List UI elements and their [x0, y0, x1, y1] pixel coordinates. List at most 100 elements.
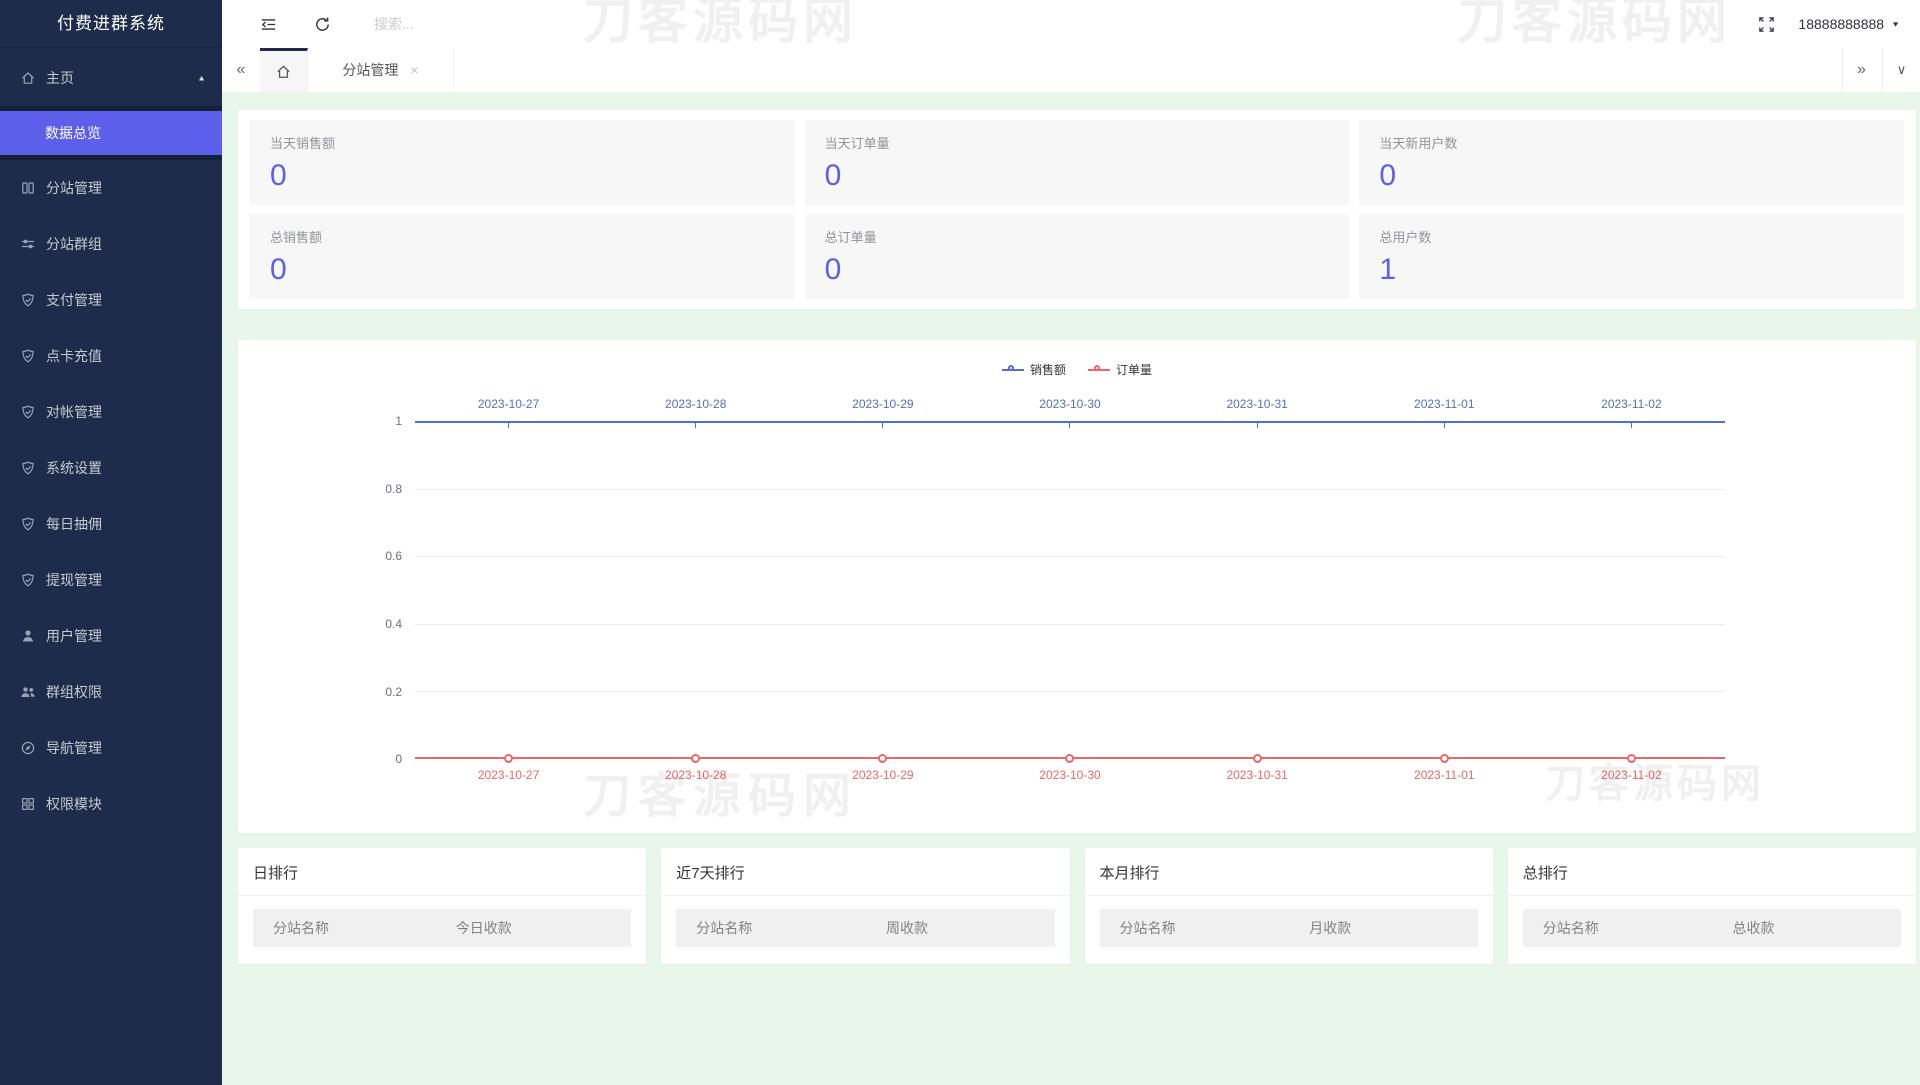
x-tick-label: 2023-10-27 — [477, 768, 540, 782]
stat-label: 总用户数 — [1379, 230, 1432, 245]
top-axis-ticks — [415, 423, 1725, 428]
y-axis-tick: 1 — [395, 414, 402, 428]
x-tick-label: 2023-10-28 — [665, 768, 727, 782]
shield-check-icon — [20, 292, 36, 308]
user-menu[interactable]: 18888888888 ▼ — [1798, 0, 1900, 48]
sales-series-axis-line — [415, 421, 1725, 423]
sidebar-item-label: 系统设置 — [46, 460, 102, 476]
stat-card-today-orders: 当天订单量 0 — [804, 120, 1350, 205]
stat-card-total-orders: 总订单量 0 — [804, 214, 1350, 299]
stat-label: 总销售额 — [270, 230, 323, 245]
y-axis-tick: 0.2 — [385, 685, 402, 699]
sidebar-item-label: 每日抽佣 — [46, 516, 102, 532]
sidebar-item-data-overview[interactable]: 数据总览 — [0, 111, 222, 155]
tabs-scroll-right-button[interactable]: » — [1842, 48, 1880, 92]
stat-label: 当天订单量 — [824, 136, 890, 151]
stat-value: 1 — [1379, 253, 1397, 286]
legend-item-orders[interactable]: 订单量 — [1088, 361, 1152, 378]
sidebar-item-substation-groups[interactable]: 分站群组 — [0, 216, 222, 272]
column-header: 分站名称 — [1119, 920, 1176, 936]
sidebar-item-reconciliation[interactable]: 对帐管理 — [0, 384, 222, 440]
sidebar-item-card-recharge[interactable]: 点卡充值 — [0, 328, 222, 384]
sales-orders-chart: 销售额 订单量 1 0.8 0.6 0.4 0.2 0 2023-10-27 2… — [238, 340, 1916, 833]
users-icon — [20, 684, 36, 700]
username: 18888888888 — [1798, 16, 1885, 32]
tab-home[interactable] — [260, 48, 308, 92]
shield-check-icon — [20, 404, 36, 420]
refresh-icon[interactable] — [306, 0, 338, 48]
stat-card-today-sales: 当天销售额 0 — [250, 120, 795, 205]
ranking-title: 本月排行 — [1084, 848, 1493, 896]
sidebar-item-label: 用户管理 — [46, 628, 102, 644]
stat-card-total-users: 总用户数 1 — [1359, 214, 1904, 299]
ranking-title: 日排行 — [238, 848, 647, 896]
chart-legend: 销售额 订单量 — [238, 361, 1916, 378]
tab-substation-manage[interactable]: 分站管理 × — [308, 48, 454, 92]
stat-value: 0 — [270, 253, 287, 286]
sidebar-item-label: 群组权限 — [46, 684, 102, 700]
close-icon[interactable]: × — [410, 62, 419, 78]
sidebar-item-permission-modules[interactable]: 权限模块 — [0, 776, 222, 832]
collapse-sidebar-icon[interactable] — [252, 0, 284, 48]
home-submenu: 数据总览 — [0, 106, 222, 160]
topbar: 刀客源码网 刀客源码网 18888888888 ▼ — [222, 0, 1920, 48]
ranking-table-header: 分站名称 月收款 — [1099, 909, 1478, 947]
ranking-panel-daily: 日排行 分站名称 今日收款 — [238, 848, 647, 964]
site-watermark: 刀客源码网 — [1457, 0, 1732, 48]
bottom-axis-labels: 2023-10-27 2023-10-28 2023-10-29 2023-10… — [415, 768, 1725, 782]
home-icon — [277, 65, 290, 78]
ranking-table-header: 分站名称 总收款 — [1522, 909, 1901, 947]
sliders-icon — [20, 236, 36, 252]
sidebar-item-label: 分站管理 — [46, 180, 102, 196]
tab-label: 分站管理 — [342, 62, 399, 78]
ranking-title: 近7天排行 — [661, 848, 1070, 896]
stat-value: 0 — [824, 159, 842, 192]
sidebar-item-home[interactable]: 主页 ▲ — [0, 50, 222, 106]
sidebar-item-label: 导航管理 — [46, 740, 102, 756]
sidebar-item-label: 提现管理 — [46, 572, 102, 588]
x-tick-label: 2023-11-02 — [1601, 768, 1662, 782]
stat-value: 0 — [1379, 159, 1397, 192]
column-header: 今日收款 — [455, 920, 512, 936]
stats-panel: 当天销售额 0 当天订单量 0 当天新用户数 0 总销售额 0 总订单量 0 总… — [238, 110, 1916, 309]
stat-card-total-sales: 总销售额 0 — [250, 214, 795, 299]
sidebar-item-group-permissions[interactable]: 群组权限 — [0, 664, 222, 720]
sidebar-item-user-manage[interactable]: 用户管理 — [0, 608, 222, 664]
ranking-title: 总排行 — [1507, 848, 1916, 896]
x-tick-label: 2023-11-01 — [1414, 397, 1475, 411]
ranking-table-header: 分站名称 周收款 — [676, 909, 1055, 947]
orders-data-points — [415, 758, 1725, 763]
tabbar: « 分站管理 × » ∨ — [222, 48, 1920, 93]
sidebar: 付费进群系统 主页 ▲ 数据总览 分站管理 — [0, 0, 222, 1085]
ranking-panel-week: 近7天排行 分站名称 周收款 — [661, 848, 1070, 964]
sidebar-item-system-settings[interactable]: 系统设置 — [0, 440, 222, 496]
ranking-panel-total: 总排行 分站名称 总收款 — [1507, 848, 1916, 964]
stat-label: 总订单量 — [824, 230, 877, 245]
x-tick-label: 2023-10-27 — [477, 397, 540, 411]
line-marker-icon — [1088, 364, 1110, 371]
tabs-scroll-left-button[interactable]: « — [236, 61, 246, 78]
sidebar-item-withdrawal-manage[interactable]: 提现管理 — [0, 552, 222, 608]
sidebar-item-navigation-manage[interactable]: 导航管理 — [0, 720, 222, 776]
sidebar-item-daily-commission[interactable]: 每日抽佣 — [0, 496, 222, 552]
sidebar-item-substation-manage[interactable]: 分站管理 — [0, 160, 222, 216]
sidebar-item-label: 支付管理 — [46, 292, 102, 308]
sidebar-item-label: 对帐管理 — [46, 404, 102, 420]
legend-item-sales[interactable]: 销售额 — [1001, 361, 1066, 378]
navigation-icon — [20, 740, 36, 756]
tabs-menu-button[interactable]: ∨ — [1882, 48, 1920, 92]
home-icon — [20, 70, 36, 86]
x-tick-label: 2023-10-30 — [1039, 397, 1101, 411]
user-icon — [20, 628, 36, 644]
chevron-up-icon: ▲ — [197, 73, 206, 83]
shield-check-icon — [20, 348, 36, 364]
x-tick-label: 2023-10-28 — [665, 397, 727, 411]
column-header: 分站名称 — [1542, 920, 1599, 936]
ranking-panels: 日排行 分站名称 今日收款 近7天排行 分站名称 周收款 本月排行 分站名称 月… — [238, 848, 1916, 964]
search-input[interactable] — [372, 10, 602, 38]
sidebar-item-payment-manage[interactable]: 支付管理 — [0, 272, 222, 328]
x-tick-label: 2023-11-01 — [1414, 768, 1475, 782]
fullscreen-icon[interactable] — [1750, 0, 1782, 48]
x-tick-label: 2023-10-29 — [852, 397, 914, 411]
